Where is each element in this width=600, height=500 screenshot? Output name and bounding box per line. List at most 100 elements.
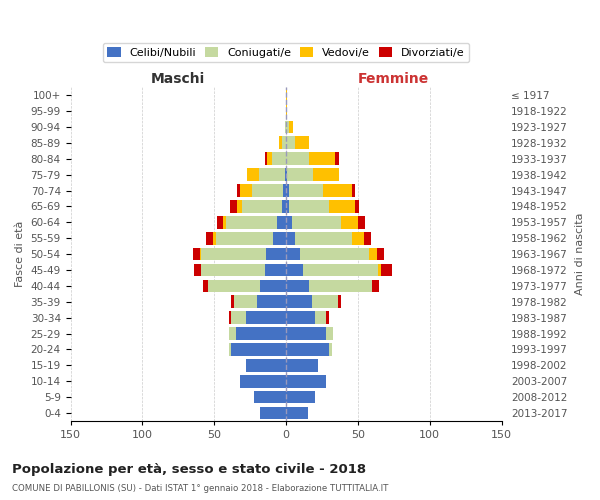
Bar <box>352 184 355 197</box>
Bar <box>358 216 365 228</box>
Bar <box>265 264 286 276</box>
Bar <box>282 200 286 213</box>
Bar <box>289 120 293 134</box>
Bar <box>232 343 286 356</box>
Bar <box>229 312 232 324</box>
Bar <box>286 296 312 308</box>
Bar <box>223 216 226 228</box>
Bar <box>266 248 286 260</box>
Bar <box>315 312 326 324</box>
Bar <box>208 280 260 292</box>
Bar <box>329 200 355 213</box>
Bar <box>286 120 289 134</box>
Bar <box>272 152 286 165</box>
Bar <box>203 280 208 292</box>
Bar <box>286 391 315 404</box>
Text: Femmine: Femmine <box>358 72 430 86</box>
Bar <box>226 216 277 228</box>
Bar <box>286 375 326 388</box>
Bar <box>313 168 339 181</box>
Bar <box>260 280 286 292</box>
Bar <box>215 232 273 244</box>
Bar <box>289 184 323 197</box>
Bar <box>286 168 287 181</box>
Bar <box>259 168 284 181</box>
Y-axis label: Anni di nascita: Anni di nascita <box>575 213 585 296</box>
Bar <box>194 264 201 276</box>
Bar <box>273 232 286 244</box>
Bar <box>370 248 377 260</box>
Bar <box>309 280 372 292</box>
Bar <box>287 168 313 181</box>
Bar <box>246 312 286 324</box>
Bar <box>355 200 359 213</box>
Bar <box>206 232 213 244</box>
Bar <box>286 327 326 340</box>
Bar <box>240 375 286 388</box>
Bar <box>286 359 317 372</box>
Bar <box>286 216 292 228</box>
Bar <box>338 296 341 308</box>
Bar <box>323 184 352 197</box>
Bar <box>268 152 272 165</box>
Bar <box>265 152 268 165</box>
Bar <box>254 391 286 404</box>
Bar <box>286 343 329 356</box>
Bar <box>237 184 240 197</box>
Bar <box>237 200 242 213</box>
Bar <box>283 184 286 197</box>
Bar <box>246 359 286 372</box>
Bar <box>282 136 286 149</box>
Bar <box>242 200 282 213</box>
Bar <box>341 216 358 228</box>
Bar <box>284 120 286 134</box>
Bar <box>284 168 286 181</box>
Bar <box>372 280 379 292</box>
Bar <box>200 248 201 260</box>
Bar <box>286 89 287 102</box>
Text: COMUNE DI PABILLONIS (SU) - Dati ISTAT 1° gennaio 2018 - Elaborazione TUTTITALIA: COMUNE DI PABILLONIS (SU) - Dati ISTAT 1… <box>12 484 388 493</box>
Bar <box>286 104 287 118</box>
Bar <box>286 136 295 149</box>
Bar <box>201 248 266 260</box>
Bar <box>352 232 364 244</box>
Bar <box>378 264 381 276</box>
Bar <box>235 296 257 308</box>
Bar <box>247 168 259 181</box>
Y-axis label: Fasce di età: Fasce di età <box>15 221 25 288</box>
Bar <box>364 232 371 244</box>
Bar <box>292 216 341 228</box>
Text: Maschi: Maschi <box>151 72 205 86</box>
Bar <box>279 136 282 149</box>
Bar <box>295 232 352 244</box>
Bar <box>286 264 303 276</box>
Bar <box>329 343 332 356</box>
Bar <box>335 152 339 165</box>
Bar <box>295 136 309 149</box>
Bar <box>303 264 378 276</box>
Bar <box>240 184 251 197</box>
Bar <box>251 184 283 197</box>
Bar <box>286 232 295 244</box>
Bar <box>286 200 289 213</box>
Bar <box>217 216 223 228</box>
Legend: Celibi/Nubili, Coniugati/e, Vedovi/e, Divorziati/e: Celibi/Nubili, Coniugati/e, Vedovi/e, Di… <box>103 42 469 62</box>
Bar <box>230 200 237 213</box>
Bar <box>232 296 235 308</box>
Bar <box>286 406 308 420</box>
Bar <box>301 248 370 260</box>
Bar <box>286 152 309 165</box>
Bar <box>286 248 301 260</box>
Bar <box>232 312 246 324</box>
Bar <box>277 216 286 228</box>
Bar <box>229 327 236 340</box>
Bar <box>286 184 289 197</box>
Bar <box>193 248 200 260</box>
Bar <box>309 152 335 165</box>
Bar <box>377 248 384 260</box>
Bar <box>260 406 286 420</box>
Bar <box>213 232 215 244</box>
Bar <box>289 200 329 213</box>
Bar <box>381 264 392 276</box>
Bar <box>326 327 334 340</box>
